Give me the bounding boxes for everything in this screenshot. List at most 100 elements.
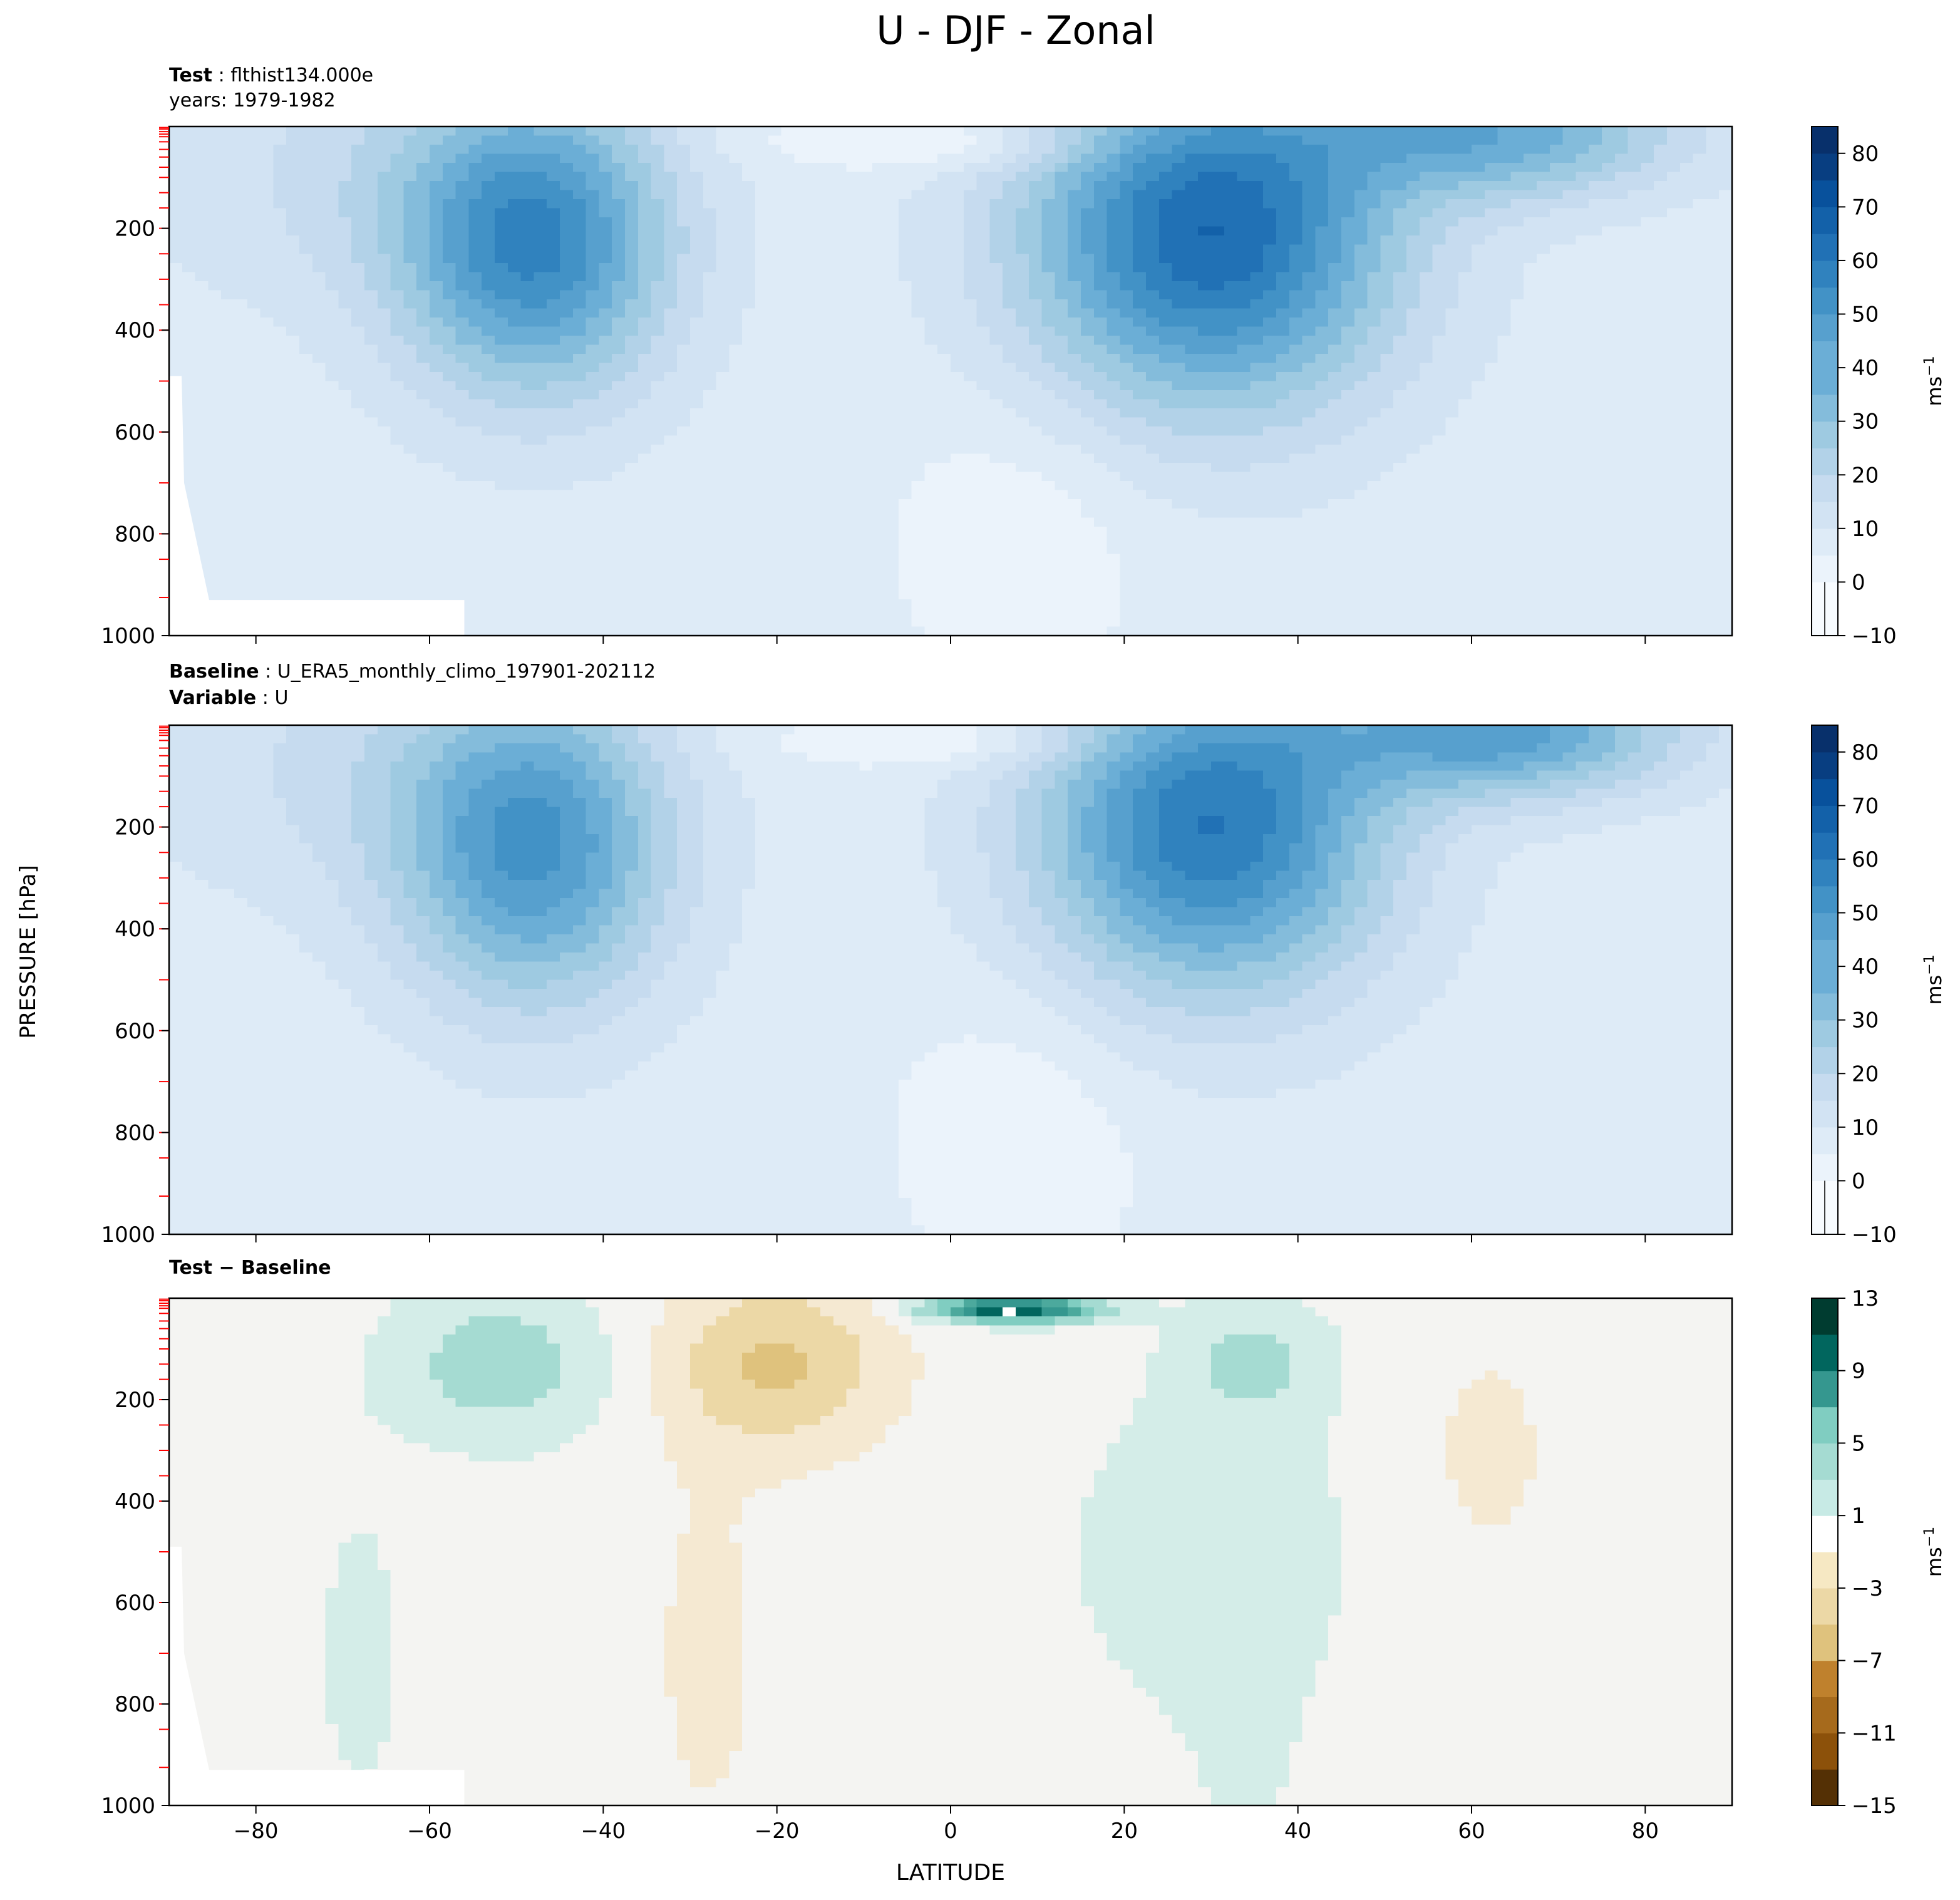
contour-cell — [1719, 399, 1733, 409]
contour-cell — [1537, 308, 1550, 318]
contour-cell — [612, 153, 626, 163]
contour-cell — [403, 435, 417, 445]
contour-cell — [572, 235, 587, 245]
contour-cell — [442, 135, 456, 145]
contour-cell — [807, 326, 821, 336]
contour-cell — [1028, 299, 1043, 309]
contour-cell — [625, 445, 639, 455]
contour-cell — [1354, 308, 1368, 318]
contour-cell — [1641, 281, 1654, 291]
contour-cell — [651, 390, 664, 400]
contour-cell — [1693, 472, 1706, 482]
contour-cell — [572, 481, 587, 491]
contour-cell — [286, 126, 300, 137]
contour-cell — [1406, 326, 1420, 336]
contour-cell — [1706, 244, 1720, 254]
contour-cell — [951, 481, 964, 491]
contour-cell — [1510, 126, 1524, 137]
contour-cell — [1537, 435, 1550, 445]
contour-cell — [820, 453, 834, 463]
contour-cell — [1250, 445, 1264, 455]
contour-cell — [468, 163, 482, 173]
contour-cell — [1627, 135, 1641, 145]
contour-cell — [547, 163, 560, 173]
contour-cell — [768, 208, 782, 218]
contour-cell — [182, 126, 196, 137]
contour-cell — [1458, 335, 1472, 346]
contour-cell — [1576, 317, 1589, 327]
contour-cell — [937, 453, 951, 463]
contour-cell — [351, 290, 365, 300]
contour-cell — [1068, 281, 1081, 291]
contour-cell — [768, 317, 782, 327]
contour-cell — [807, 371, 821, 382]
contour-cell — [729, 453, 743, 463]
contour-cell — [195, 254, 209, 264]
contour-cell — [442, 290, 456, 300]
contour-cell — [1068, 417, 1081, 427]
contour-cell — [182, 153, 196, 163]
contour-cell — [1146, 445, 1160, 455]
contour-cell — [1719, 381, 1733, 391]
contour-cell — [1016, 281, 1029, 291]
contour-cell — [599, 153, 612, 163]
contour-cell — [1393, 199, 1407, 209]
contour-cell — [195, 390, 209, 400]
contour-cell — [703, 344, 717, 354]
contour-cell — [599, 208, 612, 218]
contour-cell — [260, 181, 274, 191]
contour-cell — [299, 499, 313, 509]
contour-cell — [1667, 208, 1681, 218]
contour-cell — [1016, 199, 1029, 209]
contour-cell — [273, 181, 287, 191]
contour-cell — [703, 290, 717, 300]
contour-cell — [507, 435, 522, 445]
contour-cell — [1081, 426, 1095, 436]
contour-cell — [520, 135, 534, 145]
contour-cell — [234, 371, 248, 382]
contour-cell — [1706, 299, 1720, 309]
contour-cell — [260, 145, 274, 155]
contour-cell — [1537, 481, 1550, 491]
contour-cell — [247, 499, 261, 509]
contour-cell — [1432, 281, 1446, 291]
contour-cell — [1211, 335, 1225, 346]
contour-cell — [351, 126, 365, 137]
contour-cell — [677, 272, 691, 282]
contour-cell — [1106, 308, 1120, 318]
contour-cell — [312, 445, 326, 455]
contour-cell — [885, 481, 899, 491]
contour-cell — [1120, 435, 1133, 445]
contour-cell — [482, 426, 495, 436]
contour-cell — [585, 254, 599, 264]
contour-cell — [1654, 244, 1668, 254]
contour-cell — [885, 190, 899, 200]
contour-cell — [1537, 317, 1550, 327]
contour-cell — [1458, 317, 1472, 327]
contour-cell — [1654, 363, 1668, 373]
contour-cell — [1341, 472, 1355, 482]
contour-cell — [1380, 153, 1394, 163]
contour-cell — [1693, 254, 1706, 264]
contour-cell — [768, 181, 782, 191]
contour-cell — [585, 381, 599, 391]
contour-cell — [742, 163, 756, 173]
contour-cell — [885, 135, 899, 145]
contour-cell — [1028, 317, 1043, 327]
contour-cell — [403, 235, 417, 245]
contour-cell — [1380, 172, 1394, 182]
contour-cell — [403, 408, 417, 418]
contour-cell — [1654, 190, 1668, 200]
contour-cell — [703, 199, 717, 209]
contour-cell — [989, 226, 1003, 236]
contour-cell — [286, 317, 300, 327]
contour-cell — [1393, 181, 1407, 191]
contour-cell — [690, 426, 704, 436]
contour-cell — [1146, 344, 1160, 354]
contour-cell — [1693, 390, 1706, 400]
contour-cell — [1354, 254, 1368, 264]
contour-cell — [1641, 481, 1654, 491]
contour-cell — [1354, 326, 1368, 336]
contour-cell — [1289, 199, 1303, 209]
contour-cell — [807, 190, 821, 200]
